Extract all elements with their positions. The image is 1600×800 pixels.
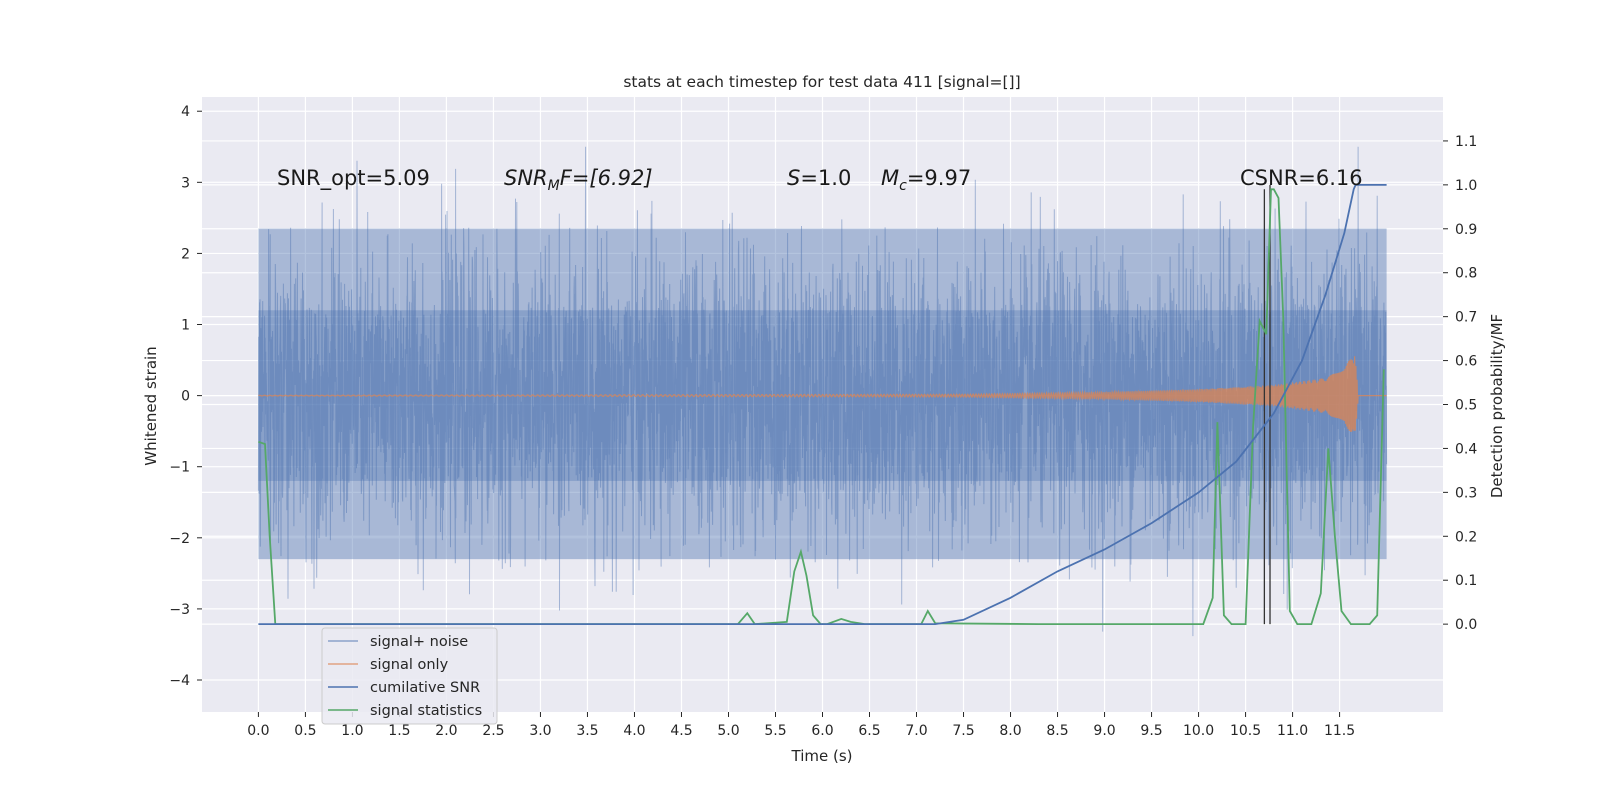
annotation-snr-mf: SNRMF=[6.92] xyxy=(504,166,653,194)
x-tick-label: 4.0 xyxy=(623,723,645,739)
signal-series xyxy=(258,356,1387,432)
y-left-tick-label: 3 xyxy=(181,175,190,191)
annotation-mc: Mc=9.97 xyxy=(881,166,971,194)
x-tick-label: 5.5 xyxy=(764,723,786,739)
signal-only-line xyxy=(258,356,1387,432)
y-axis-left-label: Whitened strain xyxy=(142,346,160,465)
y-axis-left-ticks: 4 3 2 1 0 −1 −2 −3 −4 xyxy=(169,104,202,689)
y-right-tick-label: 0.9 xyxy=(1455,222,1477,238)
y-left-tick-label: 1 xyxy=(181,318,190,334)
x-tick-label: 7.0 xyxy=(905,723,927,739)
x-tick-label: 2.0 xyxy=(435,723,457,739)
y-right-tick-label: 1.1 xyxy=(1455,134,1477,150)
grid xyxy=(202,97,1443,712)
legend: signal+ noise signal only cumilative SNR… xyxy=(321,627,498,725)
y-left-tick-label: 2 xyxy=(181,246,190,262)
y-right-tick-label: 0.6 xyxy=(1455,354,1477,370)
x-tick-label: 6.0 xyxy=(811,723,833,739)
x-tick-label: 10.0 xyxy=(1183,723,1214,739)
x-tick-label: 11.0 xyxy=(1277,723,1308,739)
x-tick-label: 9.0 xyxy=(1093,723,1115,739)
x-tick-label: 9.5 xyxy=(1140,723,1162,739)
y-axis-right-ticks: 1.1 1.0 0.9 0.8 0.7 0.6 0.5 0.4 0.3 0.2 0.1 0.0 xyxy=(1443,134,1477,633)
x-tick-label: 1.0 xyxy=(341,723,363,739)
x-tick-label: 8.0 xyxy=(999,723,1021,739)
annotation-snr-mf-tail: F=[6.92] xyxy=(560,166,653,190)
chart-title: stats at each timestep for test data 411… xyxy=(623,73,1020,91)
y-left-tick-label: −3 xyxy=(169,602,190,618)
annotation-snr-mf-sub: M xyxy=(548,178,560,194)
x-tick-label: 2.5 xyxy=(482,723,504,739)
annotation-s-value: =1.0 xyxy=(800,166,851,190)
x-axis-label: Time (s) xyxy=(791,747,853,765)
annotation-mc-name: M xyxy=(881,166,899,190)
legend-label-signal: signal only xyxy=(370,657,449,673)
y-right-tick-label: 0.5 xyxy=(1455,398,1477,414)
y-right-tick-label: 0.1 xyxy=(1455,573,1477,589)
y-right-tick-label: 0.0 xyxy=(1455,617,1477,633)
x-tick-label: 4.5 xyxy=(670,723,692,739)
x-tick-label: 1.5 xyxy=(388,723,410,739)
y-left-tick-label: 0 xyxy=(181,389,190,405)
annotation-csnr: CSNR=6.16 xyxy=(1240,166,1363,190)
y-left-tick-label: 4 xyxy=(181,104,190,120)
legend-label-csnr: cumilative SNR xyxy=(370,680,480,696)
x-tick-label: 10.5 xyxy=(1230,723,1261,739)
annotation-mc-value: =9.97 xyxy=(907,166,971,190)
x-axis-ticks: 0.0 0.5 1.0 1.5 2.0 2.5 3.0 3.5 4.0 4.5 5.0 5.5 6.0 6… xyxy=(247,712,1355,739)
y-left-tick-label: −2 xyxy=(169,531,190,547)
noise-trace xyxy=(257,146,1388,637)
y-left-tick-label: −4 xyxy=(169,673,190,689)
x-tick-label: 3.5 xyxy=(576,723,598,739)
cumulative-snr-line xyxy=(258,183,1387,625)
annotation-s: S=1.0 xyxy=(787,166,851,190)
x-tick-label: 3.0 xyxy=(529,723,551,739)
x-tick-label: 5.0 xyxy=(717,723,739,739)
y-right-tick-label: 0.3 xyxy=(1455,485,1477,501)
annotation-s-name: S xyxy=(787,166,800,190)
annotation-mc-sub: c xyxy=(899,178,907,194)
y-right-tick-label: 0.8 xyxy=(1455,266,1477,282)
signal-statistics-line xyxy=(258,188,1385,626)
y-right-tick-label: 1.0 xyxy=(1455,178,1477,194)
legend-label-stats: signal statistics xyxy=(370,703,482,719)
y-right-tick-label: 0.7 xyxy=(1455,310,1477,326)
y-left-tick-label: −1 xyxy=(169,460,190,476)
x-tick-label: 11.5 xyxy=(1324,723,1355,739)
x-tick-label: 8.5 xyxy=(1046,723,1068,739)
x-tick-label: 0.0 xyxy=(247,723,269,739)
legend-label-noise: signal+ noise xyxy=(370,634,468,650)
x-tick-label: 6.5 xyxy=(858,723,880,739)
y-right-tick-label: 0.2 xyxy=(1455,529,1477,545)
annotation-snr-mf-name: SNR xyxy=(504,166,548,190)
x-tick-label: 0.5 xyxy=(294,723,316,739)
x-tick-label: 7.5 xyxy=(952,723,974,739)
legend-box xyxy=(321,627,498,725)
right-axis-series xyxy=(258,183,1387,626)
y-right-tick-label: 0.4 xyxy=(1455,441,1477,457)
y-axis-right-label: Detection probability/MF xyxy=(1488,314,1506,498)
annotation-snr-opt: SNR_opt=5.09 xyxy=(277,166,430,191)
